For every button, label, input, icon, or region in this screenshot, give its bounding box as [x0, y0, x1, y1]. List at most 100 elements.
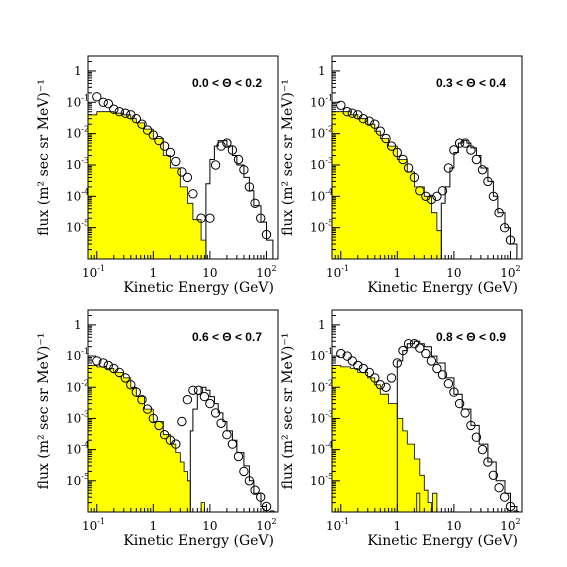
data-point — [460, 138, 470, 148]
plot-area — [332, 339, 520, 512]
y-tick-label: 1 — [318, 318, 326, 332]
y-axis-label: flux (m² sec sr MeV)⁻¹ — [280, 79, 296, 236]
data-point — [392, 358, 402, 368]
filled-histogram — [332, 111, 442, 259]
y-tick-label: 10-2 — [66, 378, 89, 394]
y-tick-label: 10-5 — [310, 219, 333, 235]
y-axis-label: flux (m² sec sr MeV)⁻¹ — [280, 333, 296, 490]
data-point — [512, 510, 520, 512]
filled-histogram — [432, 492, 438, 512]
y-tick-label: 10-1 — [66, 93, 89, 109]
data-point — [193, 385, 204, 395]
plot-area — [88, 356, 276, 512]
data-point — [403, 339, 414, 349]
data-point — [432, 191, 442, 202]
theta-range-annotation: 0.6 < Θ < 0.7 — [192, 330, 262, 344]
x-tick-label: 10-1 — [82, 264, 105, 280]
data-point — [494, 208, 504, 218]
data-point — [415, 186, 425, 196]
data-point — [398, 345, 408, 356]
data-point — [443, 163, 454, 173]
data-point — [261, 229, 272, 240]
open-histogram — [205, 140, 274, 259]
data-point — [454, 398, 465, 409]
data-point — [460, 408, 470, 418]
data-point — [250, 198, 260, 209]
y-tick-label: 10-2 — [310, 378, 333, 394]
x-tick-label: 1 — [150, 519, 158, 533]
data-point — [142, 125, 153, 135]
filled-histogram — [88, 111, 207, 259]
data-point — [353, 360, 363, 371]
data-point — [239, 165, 249, 175]
data-point — [386, 141, 397, 151]
y-tick-label: 10-1 — [310, 347, 333, 363]
data-point — [103, 99, 114, 109]
x-axis-label: Kinetic Energy (GeV) — [367, 533, 518, 549]
x-tick-label: 102 — [256, 517, 276, 533]
data-point — [488, 191, 499, 202]
data-point — [98, 358, 108, 368]
data-point — [392, 147, 402, 158]
data-point — [216, 418, 226, 428]
y-tick-label: 1 — [74, 64, 82, 78]
y-tick-label: 10-3 — [310, 409, 333, 425]
x-tick-label: 102 — [500, 264, 520, 280]
data-point — [222, 138, 232, 148]
y-tick-label: 10-1 — [66, 347, 89, 363]
data-point — [159, 141, 170, 151]
x-axis-label: Kinetic Energy (GeV) — [123, 280, 274, 296]
data-point — [233, 451, 244, 462]
x-tick-label: 10 — [202, 266, 217, 280]
data-point — [227, 145, 238, 155]
y-tick-label: 10-2 — [66, 125, 89, 141]
data-point — [131, 114, 142, 124]
data-point — [342, 351, 352, 361]
theta-range-annotation: 0.3 < Θ < 0.4 — [436, 76, 506, 90]
open-histogram — [440, 140, 518, 259]
data-point — [165, 147, 176, 158]
x-tick-label: 10 — [446, 266, 461, 280]
y-tick-label: 10-4 — [310, 187, 333, 203]
data-point — [137, 395, 147, 405]
data-point — [148, 413, 159, 424]
x-tick-label: 1 — [150, 266, 158, 280]
data-point — [426, 194, 437, 205]
theta-range-annotation: 0.8 < Θ < 0.9 — [436, 330, 506, 344]
panel-3: 10-1 1 10 102 1 10-1 10-2 10-3 10-4 10-5 Kinetic E… — [36, 309, 279, 549]
data-point — [205, 213, 215, 223]
data-point — [375, 380, 385, 390]
data-point — [131, 387, 142, 397]
data-point — [347, 356, 357, 366]
y-tick-label: 10-4 — [310, 441, 333, 457]
data-point — [364, 116, 374, 126]
filled-histogram — [416, 492, 421, 512]
data-point — [188, 385, 198, 395]
data-point — [177, 416, 187, 427]
data-point — [437, 186, 448, 196]
data-point — [120, 373, 131, 383]
data-point — [483, 176, 493, 187]
data-point — [92, 92, 102, 102]
data-point — [210, 408, 221, 418]
data-point — [244, 182, 255, 192]
data-point — [227, 439, 238, 449]
data-point — [370, 119, 380, 129]
x-axis-label: Kinetic Energy (GeV) — [367, 280, 518, 296]
data-point — [210, 160, 221, 170]
data-point — [256, 492, 266, 502]
y-tick-label: 10-2 — [310, 125, 333, 141]
panel-1: 10-1 1 10 102 1 10-1 10-2 10-3 10-4 10-5 Kinetic E… — [36, 55, 279, 296]
data-point — [505, 235, 516, 245]
data-point — [477, 165, 488, 175]
data-point — [336, 100, 346, 111]
data-point — [216, 141, 226, 151]
data-point — [182, 395, 193, 405]
data-point — [205, 398, 215, 409]
y-tick-label: 10-3 — [66, 156, 89, 172]
x-tick-label: 1 — [394, 266, 402, 280]
data-point — [199, 391, 210, 402]
data-point — [171, 156, 181, 167]
x-tick-label: 10-1 — [326, 517, 349, 533]
